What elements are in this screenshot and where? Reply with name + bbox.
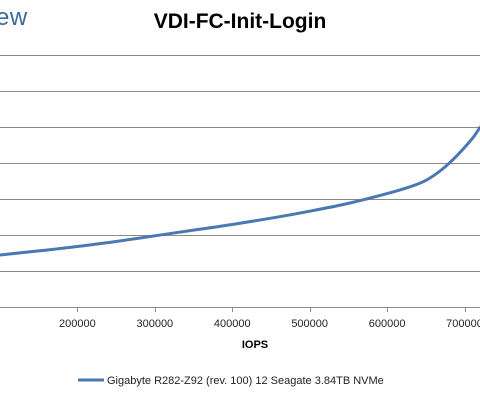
x-tick-labels: 200000 300000 400000 500000 600000 700000 xyxy=(59,307,480,330)
legend-label: Gigabyte R282-Z92 (rev. 100) 12 Seagate … xyxy=(107,375,384,387)
x-tick-label: 700000 xyxy=(446,318,480,330)
gridlines xyxy=(0,55,480,272)
series-line xyxy=(0,125,480,257)
x-tick-label: 200000 xyxy=(59,318,96,330)
legend: Gigabyte R282-Z92 (rev. 100) 12 Seagate … xyxy=(78,375,384,387)
series-lines xyxy=(0,125,480,257)
x-axis-label: IOPS xyxy=(242,339,268,351)
x-tick-label: 300000 xyxy=(136,318,173,330)
x-tick-label: 400000 xyxy=(214,318,251,330)
x-tick-label: 600000 xyxy=(369,318,406,330)
logo-text: ew xyxy=(0,4,28,31)
chart-title: VDI-FC-Init-Login xyxy=(153,10,327,33)
x-tick-label: 500000 xyxy=(291,318,328,330)
